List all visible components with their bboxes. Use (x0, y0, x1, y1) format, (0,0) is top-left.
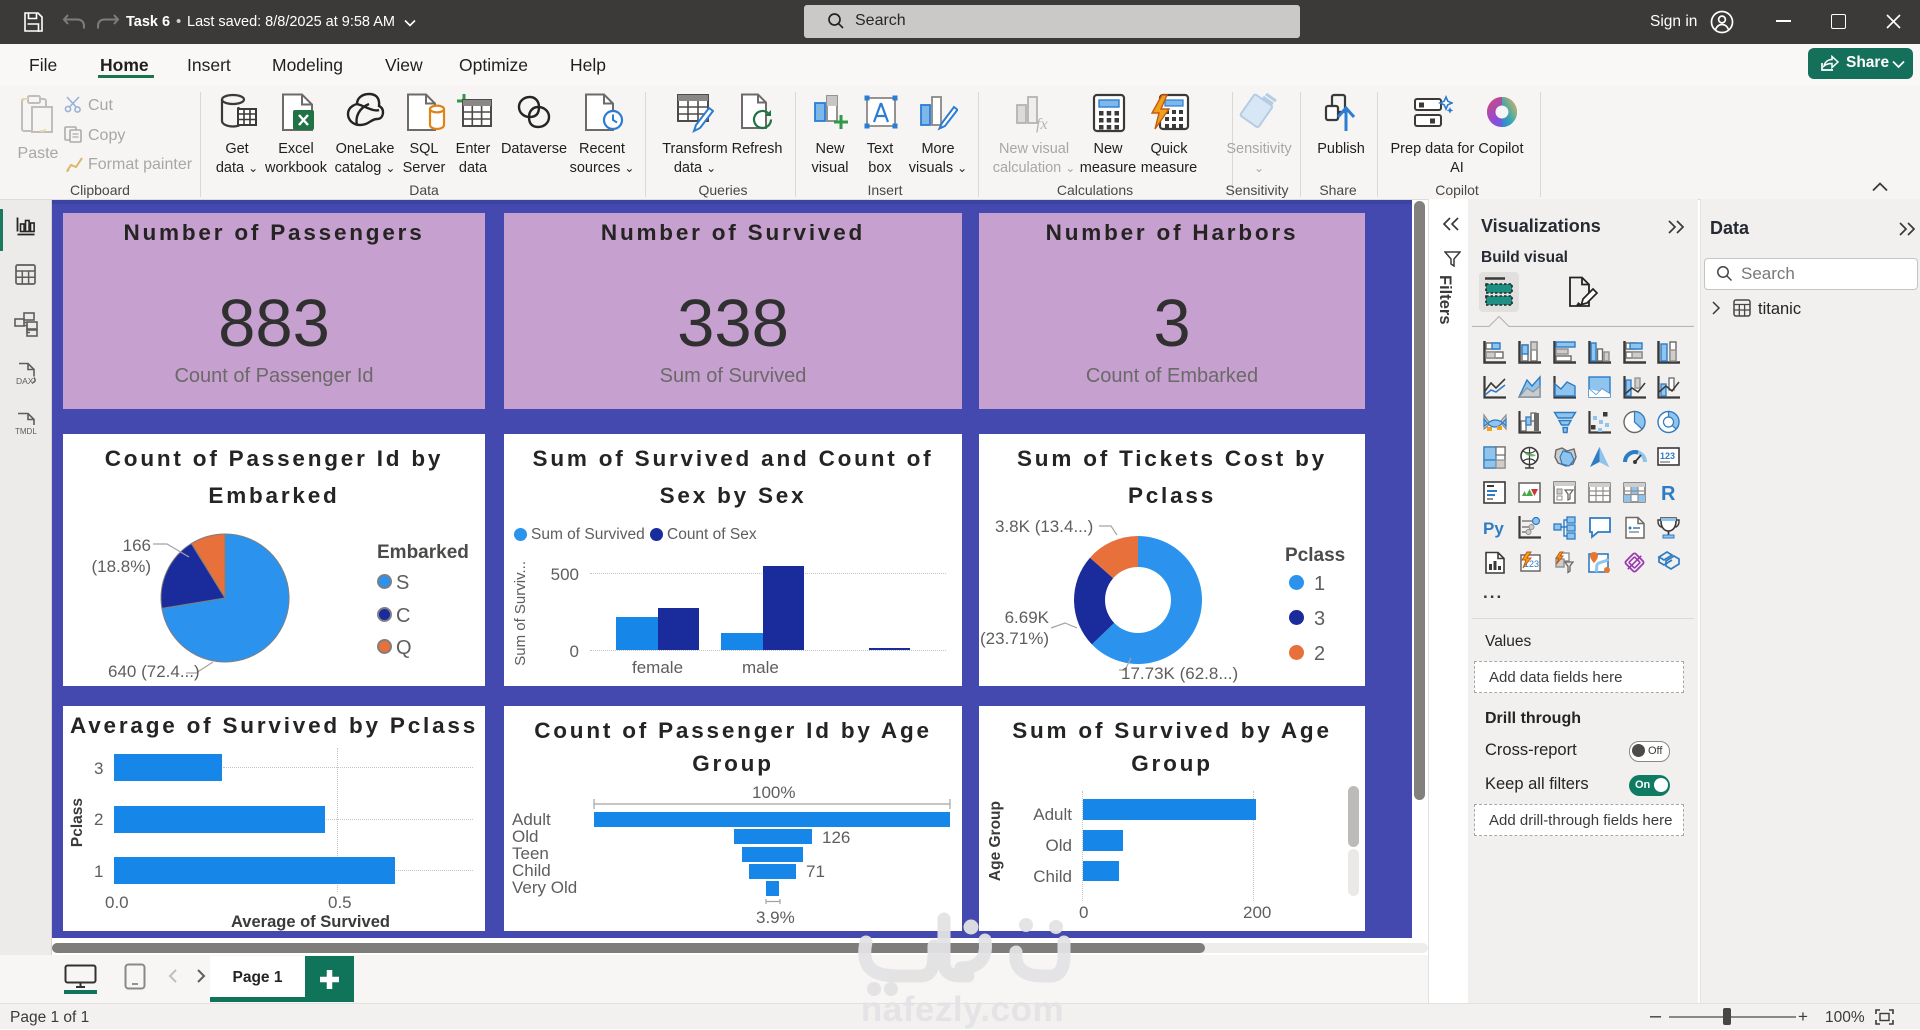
svg-text:Py: Py (1483, 519, 1504, 538)
svg-text:fx: fx (1036, 116, 1048, 133)
svg-text:TMDL: TMDL (15, 427, 37, 436)
svg-text:DAX: DAX (16, 376, 34, 386)
svg-text:123: 123 (1524, 559, 1539, 569)
svg-text:123: 123 (1660, 451, 1675, 461)
svg-text:R: R (1661, 483, 1676, 505)
